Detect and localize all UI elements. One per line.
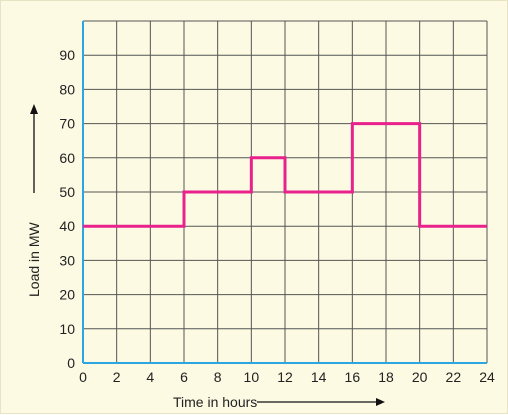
x-tick-label: 2: [113, 369, 121, 385]
y-tick-label: 40: [59, 218, 75, 234]
y-tick-label: 0: [67, 355, 75, 371]
y-axis-arrow-head: [30, 104, 38, 114]
series: [83, 122, 487, 228]
x-tick-label: 18: [378, 369, 394, 385]
x-axis-label: Time in hours: [173, 394, 257, 410]
x-axis-arrow-head: [376, 398, 385, 406]
y-tick-label: 50: [59, 184, 75, 200]
y-tick-label: 90: [59, 47, 75, 63]
y-tick-label: 10: [59, 321, 75, 337]
x-tick-label: 0: [79, 369, 87, 385]
x-axis-title: Time in hours: [173, 394, 385, 410]
x-tick-labels: 0 2 4 6 8 10 12 14 16 18 20 22 24: [79, 369, 495, 385]
y-axis-label: Load in MW: [26, 222, 42, 297]
x-tick-label: 22: [446, 369, 462, 385]
x-tick-label: 14: [311, 369, 327, 385]
x-tick-label: 6: [180, 369, 188, 385]
y-tick-label: 60: [59, 150, 75, 166]
x-tick-label: 4: [146, 369, 154, 385]
y-tick-label: 80: [59, 81, 75, 97]
x-tick-label: 12: [277, 369, 293, 385]
y-tick-label: 70: [59, 116, 75, 132]
y-tick-label: 20: [59, 287, 75, 303]
x-tick-label: 20: [412, 369, 428, 385]
y-tick-label: 30: [59, 252, 75, 268]
series-line: [83, 122, 487, 228]
axes: [82, 21, 487, 364]
x-tick-label: 10: [244, 369, 260, 385]
y-tick-labels: 0 10 20 30 40 50 60 70 80 90: [59, 47, 75, 371]
x-tick-label: 16: [345, 369, 361, 385]
y-axis-title: Load in MW: [26, 104, 42, 297]
x-tick-label: 8: [214, 369, 222, 385]
x-tick-label: 24: [479, 369, 495, 385]
